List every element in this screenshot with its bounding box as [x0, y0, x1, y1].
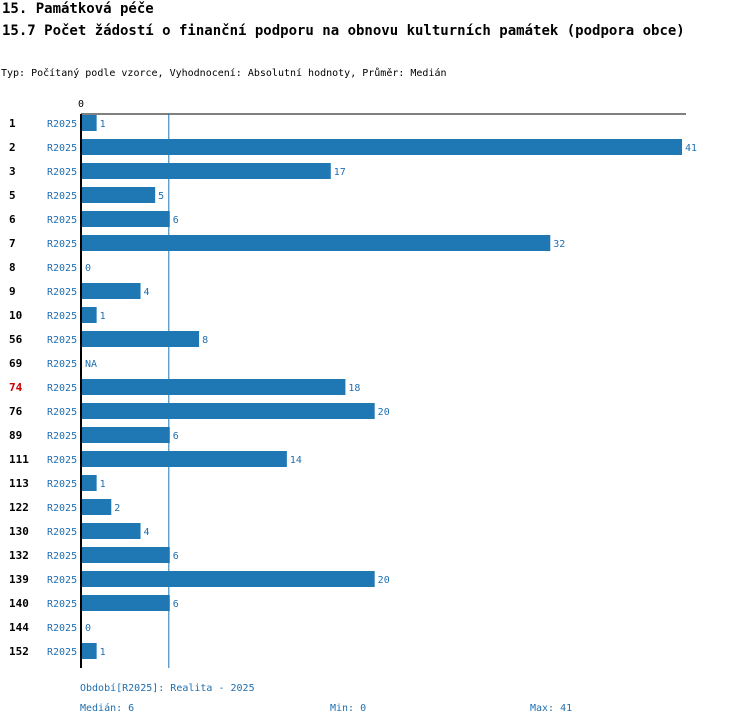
period-label: R2025 — [47, 263, 77, 274]
bar — [82, 307, 97, 323]
value-label: 2 — [114, 503, 120, 514]
period-label: R2025 — [47, 599, 77, 610]
category-label: 5 — [9, 189, 16, 202]
period-label: R2025 — [47, 479, 77, 490]
value-label: 32 — [553, 239, 565, 250]
period-label: R2025 — [47, 335, 77, 346]
value-label: 0 — [85, 263, 91, 274]
category-label: 130 — [9, 525, 29, 538]
category-label: 122 — [9, 501, 29, 514]
value-label: 1 — [100, 119, 106, 130]
bar — [82, 115, 97, 131]
value-label: 1 — [100, 479, 106, 490]
period-label: R2025 — [47, 575, 77, 586]
period-label: R2025 — [47, 239, 77, 250]
bar — [82, 211, 170, 227]
bar — [82, 547, 170, 563]
category-label: 89 — [9, 429, 22, 442]
bar — [82, 235, 551, 251]
bar — [82, 283, 141, 299]
value-label: 4 — [144, 287, 150, 298]
bar — [82, 163, 331, 179]
bar — [82, 427, 170, 443]
category-label: 140 — [9, 597, 29, 610]
category-label: 3 — [9, 165, 16, 178]
value-label: 1 — [100, 647, 106, 658]
bar — [82, 475, 97, 491]
bar — [82, 331, 200, 347]
footer-min: Min: 0 — [330, 703, 367, 714]
value-label: 6 — [173, 215, 179, 226]
period-label: R2025 — [47, 431, 77, 442]
bar — [82, 595, 170, 611]
period-label: R2025 — [47, 503, 77, 514]
category-label: 152 — [9, 645, 29, 658]
value-label: 0 — [85, 623, 91, 634]
period-label: R2025 — [47, 647, 77, 658]
bar — [82, 499, 112, 515]
period-label: R2025 — [47, 623, 77, 634]
category-label: 144 — [9, 621, 29, 634]
category-label: 69 — [9, 357, 22, 370]
bar — [82, 379, 346, 395]
category-label: 113 — [9, 477, 29, 490]
category-label: 111 — [9, 453, 29, 466]
period-label: R2025 — [47, 359, 77, 370]
period-label: R2025 — [47, 167, 77, 178]
category-label: 74 — [9, 381, 23, 394]
category-label: 56 — [9, 333, 23, 346]
footer-max: Max: 41 — [530, 703, 573, 714]
bar — [82, 451, 287, 467]
period-label: R2025 — [47, 551, 77, 562]
period-label: R2025 — [47, 527, 77, 538]
value-label: 6 — [173, 431, 179, 442]
period-label: R2025 — [47, 287, 77, 298]
value-label: 20 — [378, 407, 390, 418]
value-label: 18 — [348, 383, 360, 394]
value-label: 8 — [202, 335, 208, 346]
value-label: 41 — [685, 143, 697, 154]
category-label: 9 — [9, 285, 16, 298]
category-label: 10 — [9, 309, 22, 322]
value-label: 17 — [334, 167, 346, 178]
category-label: 132 — [9, 549, 29, 562]
value-label: 6 — [173, 599, 179, 610]
period-label: R2025 — [47, 143, 77, 154]
bar — [82, 187, 156, 203]
period-label: R2025 — [47, 455, 77, 466]
value-label: NA — [85, 359, 97, 370]
value-label: 1 — [100, 311, 106, 322]
category-label: 1 — [9, 117, 16, 130]
value-label: 14 — [290, 455, 302, 466]
category-label: 76 — [9, 405, 23, 418]
bar — [82, 139, 682, 155]
footer-median: Medián: 6 — [80, 703, 135, 714]
footer-period: Období[R2025]: Realita - 2025 — [80, 683, 255, 694]
period-label: R2025 — [47, 407, 77, 418]
axis-zero-label: 0 — [78, 99, 84, 110]
bar — [82, 571, 375, 587]
value-label: 5 — [158, 191, 164, 202]
category-label: 7 — [9, 237, 16, 250]
section-title: 15. Památková péče — [2, 1, 154, 17]
period-label: R2025 — [47, 119, 77, 130]
value-label: 6 — [173, 551, 179, 562]
value-label: 20 — [378, 575, 390, 586]
period-label: R2025 — [47, 191, 77, 202]
chart-title: 15.7 Počet žádostí o finanční podporu na… — [2, 23, 685, 39]
period-label: R2025 — [47, 383, 77, 394]
value-label: 4 — [144, 527, 150, 538]
bar — [82, 643, 97, 659]
chart-subtitle: Typ: Počítaný podle vzorce, Vyhodnocení:… — [1, 68, 447, 79]
bar — [82, 523, 141, 539]
bar — [82, 403, 375, 419]
period-label: R2025 — [47, 311, 77, 322]
period-label: R2025 — [47, 215, 77, 226]
category-label: 2 — [9, 141, 16, 154]
category-label: 8 — [9, 261, 16, 274]
category-label: 139 — [9, 573, 29, 586]
category-label: 6 — [9, 213, 16, 226]
